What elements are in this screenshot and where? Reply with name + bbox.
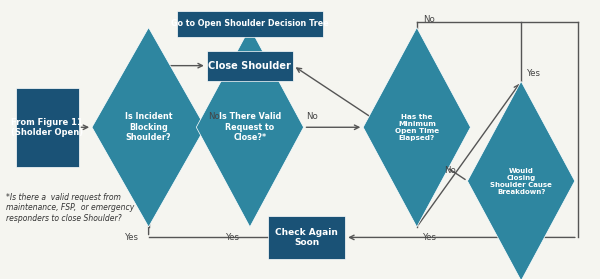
Text: No: No [443,166,455,175]
Text: Yes: Yes [125,233,139,242]
FancyBboxPatch shape [207,50,293,81]
Polygon shape [363,28,470,227]
Text: No: No [307,112,319,121]
FancyBboxPatch shape [16,88,79,167]
Text: *Is there a  valid request from
maintenance, FSP,  or emergency
responders to cl: *Is there a valid request from maintenan… [5,193,134,223]
FancyBboxPatch shape [177,11,323,37]
Text: No: No [423,15,434,24]
Text: Is Incident
Blocking
Shoulder?: Is Incident Blocking Shoulder? [125,112,172,142]
Text: Check Again
Soon: Check Again Soon [275,228,338,247]
Polygon shape [92,28,205,227]
Text: Yes: Yes [527,69,541,78]
Polygon shape [196,28,304,227]
Polygon shape [467,81,575,279]
Text: Has the
Minimum
Open Time
Elapsed?: Has the Minimum Open Time Elapsed? [395,114,439,141]
FancyBboxPatch shape [268,216,345,259]
Text: Would
Closing
Shoulder Cause
Breakdown?: Would Closing Shoulder Cause Breakdown? [490,167,552,194]
Text: From Figure 11
(Sholder Open): From Figure 11 (Sholder Open) [11,117,83,137]
Text: Is There Valid
Request to
Close?*: Is There Valid Request to Close?* [219,112,281,142]
Text: Go to Open Shoulder Decision Tree: Go to Open Shoulder Decision Tree [171,19,329,28]
Text: Yes: Yes [423,233,437,242]
Text: Yes: Yes [226,233,240,242]
Text: Close Shoulder: Close Shoulder [208,61,292,71]
Text: No: No [208,112,220,121]
